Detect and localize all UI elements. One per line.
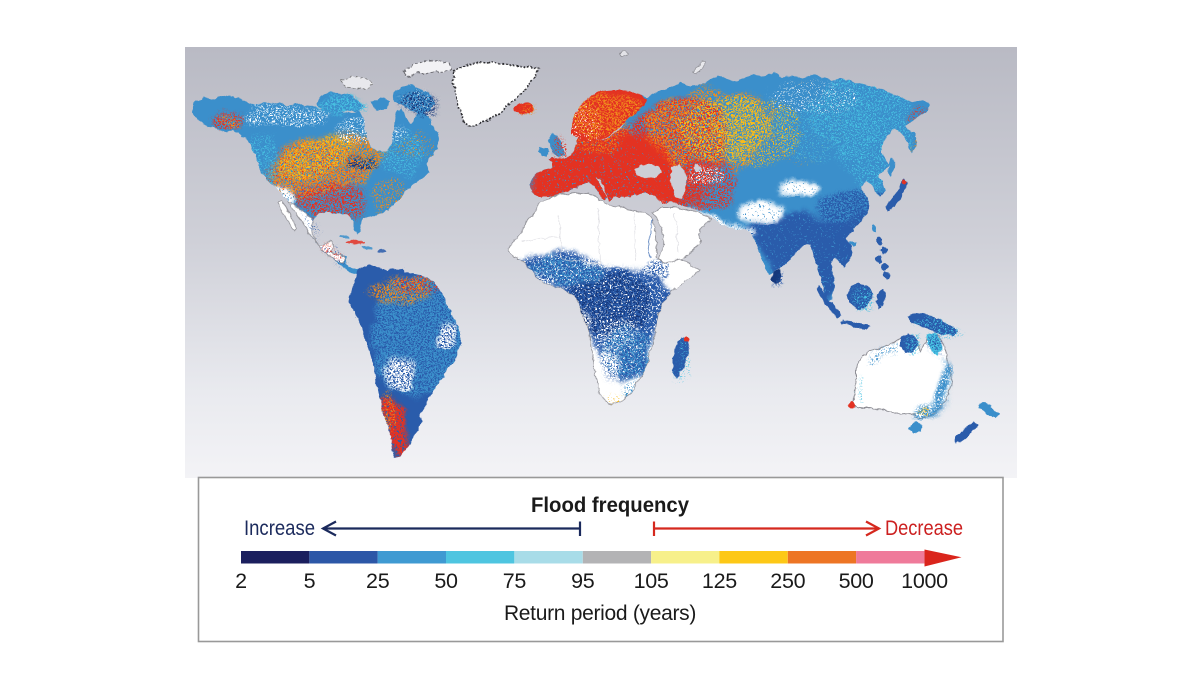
svg-text:75: 75 — [503, 569, 527, 593]
svg-text:125: 125 — [702, 569, 737, 593]
svg-text:Flood frequency: Flood frequency — [531, 493, 689, 517]
svg-text:Decrease: Decrease — [885, 516, 963, 540]
svg-text:5: 5 — [304, 569, 316, 593]
svg-text:50: 50 — [434, 569, 458, 593]
svg-text:Increase: Increase — [244, 516, 315, 540]
svg-text:1000: 1000 — [901, 569, 948, 593]
svg-text:500: 500 — [839, 569, 874, 593]
svg-text:250: 250 — [770, 569, 805, 593]
svg-text:25: 25 — [366, 569, 390, 593]
svg-text:2: 2 — [235, 569, 247, 593]
svg-text:Return period (years): Return period (years) — [504, 602, 696, 625]
svg-text:95: 95 — [571, 569, 595, 593]
svg-text:105: 105 — [634, 569, 669, 593]
